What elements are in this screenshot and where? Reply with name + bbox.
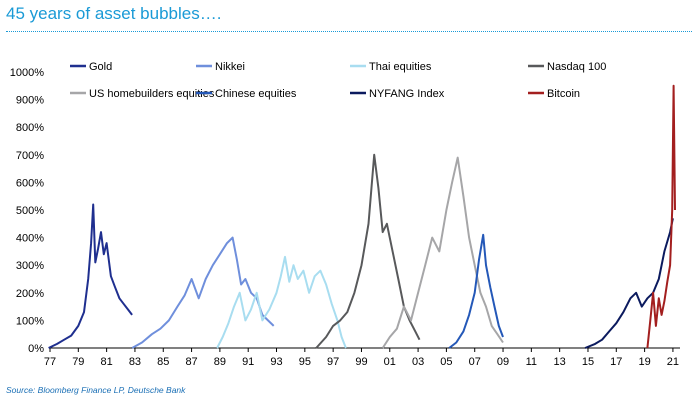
x-tick-label: 07 (469, 356, 481, 368)
series-line-nasdaq-100 (315, 153, 421, 349)
title-divider (6, 31, 692, 32)
x-tick-label: 85 (157, 356, 169, 368)
legend-label-bitcoin: Bitcoin (547, 88, 580, 100)
legend-label-gold: Gold (89, 61, 112, 73)
x-tick-label: 81 (101, 356, 113, 368)
series-line-bitcoin (646, 84, 676, 349)
source-note: Source: Bloomberg Finance LP, Deutsche B… (6, 385, 186, 395)
chart-title: 45 years of asset bubbles…. (6, 4, 222, 23)
y-tick-label: 400% (16, 233, 44, 245)
x-tick-label: 13 (554, 356, 566, 368)
legend-label-nikkei: Nikkei (215, 61, 245, 73)
series-line-chinese-equities (448, 233, 504, 349)
x-tick-label: 09 (497, 356, 509, 368)
y-tick-label: 600% (16, 177, 44, 189)
x-tick-label: 15 (582, 356, 594, 368)
legend-label-nyfang-index: NYFANG Index (369, 88, 445, 100)
y-tick-label: 800% (16, 122, 44, 134)
x-tick-label: 99 (355, 356, 367, 368)
y-tick-label: 100% (16, 315, 44, 327)
x-tick-label: 97 (327, 356, 339, 368)
y-tick-label: 200% (16, 288, 44, 300)
x-tick-label: 95 (299, 356, 311, 368)
y-tick-label: 500% (16, 205, 44, 217)
x-tick-label: 93 (270, 356, 282, 368)
x-tick-label: 89 (214, 356, 226, 368)
x-tick-label: 19 (638, 356, 650, 368)
y-tick-label: 0% (28, 343, 44, 355)
series-line-thai-equities (216, 255, 347, 349)
chart-legend: Gold Nikkei Thai equities Nasdaq 100 US home… (70, 61, 606, 100)
y-tick-label: 900% (16, 95, 44, 107)
legend-label-us-homebuilders-equities: US homebuilders equities (89, 88, 215, 100)
x-tick-label: 03 (412, 356, 424, 368)
legend-label-nasdaq-100: Nasdaq 100 (547, 61, 606, 73)
x-tick-label: 11 (526, 356, 537, 368)
x-tick-label: 05 (440, 356, 452, 368)
x-tick-label: 79 (72, 356, 84, 368)
x-tick-label: 91 (242, 356, 254, 368)
x-tick-label: 83 (129, 356, 141, 368)
x-tick-label: 01 (384, 356, 396, 368)
legend-label-chinese-equities: Chinese equities (215, 88, 297, 100)
series-line-gold (48, 203, 133, 349)
legend-label-thai-equities: Thai equities (369, 61, 432, 73)
series-line-nyfang-index (584, 218, 674, 349)
y-tick-label: 300% (16, 260, 44, 272)
x-tick-label: 17 (610, 356, 622, 368)
x-tick-label: 87 (185, 356, 197, 368)
y-tick-label: 1000% (10, 67, 44, 79)
x-tick-label: 77 (44, 356, 56, 368)
chart-axes: 0% 100% 200% 300% 400% 500% 600% 700% 800% 900% 10… (10, 67, 680, 368)
series-line-us-homebuilders-equities (381, 156, 504, 349)
y-tick-label: 700% (16, 150, 44, 162)
series-line-nikkei (131, 236, 275, 349)
x-tick-label: 21 (667, 356, 679, 368)
chart-lines (48, 84, 676, 349)
